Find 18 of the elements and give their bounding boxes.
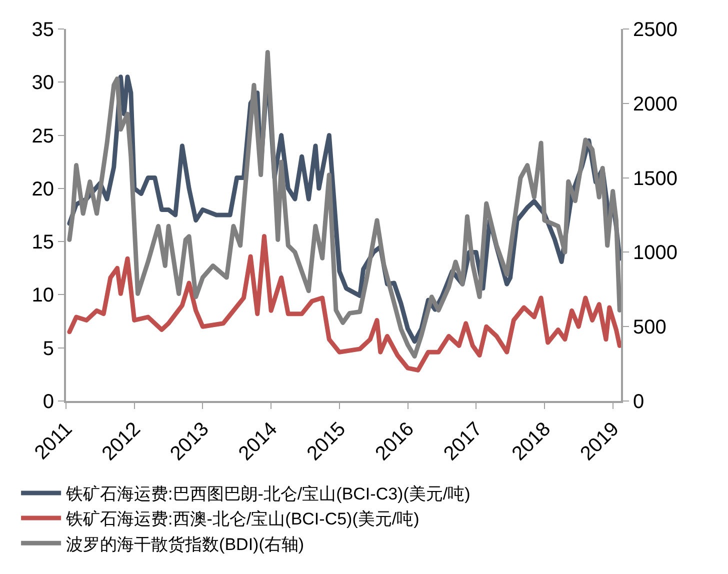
y-tick-label: 5	[42, 338, 54, 360]
legend-label: 波罗的海干散货指数(BDI)(右轴)	[66, 534, 304, 554]
y-tick-label: 25	[32, 125, 54, 148]
y2-tick-label: 0	[633, 391, 644, 413]
legend-label: 铁矿石海运费:巴西图巴朗-北仑/宝山(BCI-C3)(美元/吨)	[65, 484, 470, 504]
legend-label: 铁矿石海运费:西澳-北仑/宝山(BCI-C5)(美元/吨)	[65, 510, 420, 529]
y2-tick-label: 2000	[633, 93, 678, 116]
y2-tick-label: 500	[633, 316, 666, 339]
line-series	[67, 234, 621, 372]
y-tick-label: 10	[32, 284, 54, 307]
y-tick-label: 35	[32, 19, 54, 41]
y-tick-label: 0	[42, 391, 54, 413]
y2-tick-label: 2500	[633, 19, 678, 41]
y-tick-label: 15	[32, 232, 54, 254]
y2-tick-label: 1500	[633, 168, 678, 190]
y2-tick-label: 1000	[633, 242, 678, 264]
y-tick-label: 30	[32, 72, 54, 94]
y-tick-label: 20	[32, 178, 54, 200]
